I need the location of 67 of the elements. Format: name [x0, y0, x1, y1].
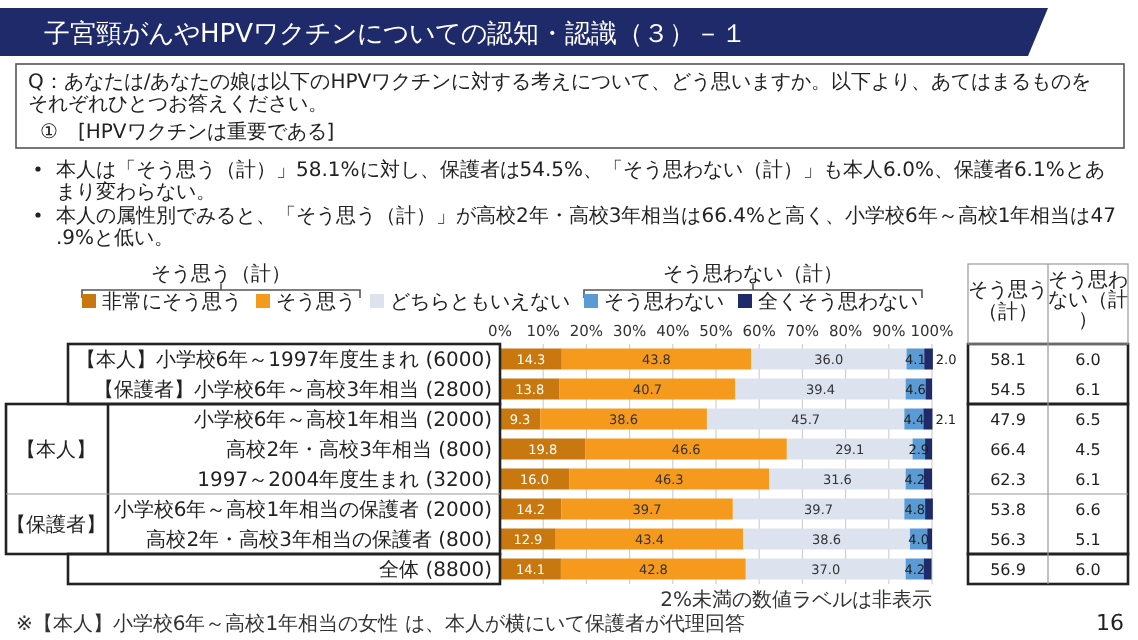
bar: [743, 528, 910, 550]
bar: [500, 558, 561, 580]
y-tick-label: 【本人】小学校6年～1997年度生まれ (6000): [75, 348, 493, 372]
bar: [560, 558, 746, 580]
text: 6.6: [1075, 501, 1101, 519]
text: 53.8: [990, 501, 1026, 519]
chart-subtitle: Q：あなたは/あなたの娘は以下のHPVワクチンに対する考えについて、どう思いますか。以下より、あてはまるものをそれぞれひとつお答えください。: [28, 70, 1092, 116]
text: 56.9: [990, 561, 1026, 579]
text: 4.5: [1075, 441, 1101, 459]
text: 6.1: [1075, 471, 1101, 489]
text: 56.3: [990, 531, 1026, 549]
text: 【本人】: [16, 438, 96, 462]
y-tick-label: 全体 (8800): [379, 558, 493, 582]
text: 58.1: [990, 351, 1026, 369]
text: そう思う（計）: [151, 262, 291, 286]
bar: [745, 558, 906, 580]
legend-label: 非常にそう思う: [102, 290, 242, 314]
text: 47.9: [990, 411, 1026, 429]
bar: [923, 558, 932, 580]
text: 5.1: [1075, 531, 1101, 549]
legend-label: そう思わない: [604, 292, 724, 314]
y-tick-label: 高校2年・高校3年相当の保護者 (800): [146, 528, 493, 552]
bar: [561, 498, 733, 520]
bar: [925, 498, 933, 520]
bar: [924, 348, 933, 370]
chart-title: 子宮頸がんやHPVワクチンについての認知・認識（３）－１: [44, 18, 748, 50]
bar: [555, 528, 744, 550]
bar: [540, 408, 707, 430]
text: 66.4: [990, 441, 1026, 459]
text: 本人は「そう思う（計）」58.1%に対し、保護者は54.5%、「そう思わない（計）」も本人6.0%、保護者6.1%とあまり変わらない。: [56, 158, 1105, 204]
text: そう思わない（計）: [663, 262, 843, 286]
y-tick-label: 小学校6年～高校1年相当 (2000): [193, 408, 493, 432]
bar: [786, 438, 913, 460]
y-tick-label: 【保護者】小学校6年～高校3年相当 (2800): [93, 378, 493, 402]
text: 【保護者】: [6, 513, 106, 537]
y-tick-label: 1997～2004年度生まれ (3200): [197, 468, 493, 492]
legend-label: 全くそう思わない: [758, 290, 918, 314]
text: 6.5: [1075, 411, 1101, 429]
text: 本人の属性別でみると、「そう思う（計）」が高校2年・高校3年相当は66.4%と高く、小学校6年～高校1年相当は47.9%と低い。: [56, 204, 1116, 250]
text: 6.0: [1075, 351, 1101, 369]
bar: [923, 408, 933, 430]
legend-label: そう思う: [276, 292, 356, 314]
bar: [750, 348, 907, 370]
text: そう思わない（計）: [1048, 270, 1128, 332]
text: 6.1: [1075, 381, 1101, 399]
y-tick-label: 高校2年・高校3年相当 (800): [226, 438, 493, 462]
text: 6.0: [1075, 561, 1101, 579]
text: ※【本人】小学校6年～高校1年相当の女性 は、本人が横にいて保護者が代理回答: [16, 612, 745, 636]
text: ① [HPVワクチンは重要である]: [40, 120, 335, 144]
bar: [585, 438, 787, 460]
text: そう思う（計）: [968, 280, 1048, 324]
text: 2%未満の数値ラベルは非表示: [660, 588, 932, 612]
text: 54.5: [990, 381, 1026, 399]
text: 16: [1096, 610, 1124, 636]
bar: [706, 408, 905, 430]
bar: [559, 378, 736, 400]
bar: [732, 498, 905, 520]
bar: [769, 468, 906, 490]
bar: [561, 348, 751, 370]
bar: [500, 438, 586, 460]
bar: [923, 468, 932, 490]
bar: [569, 468, 770, 490]
y-tick-label: 小学校6年～高校1年相当の保護者 (2000): [113, 498, 493, 522]
bar: [735, 378, 906, 400]
text: 62.3: [990, 471, 1026, 489]
legend-label: どちらともいえない: [390, 292, 570, 314]
bar: [925, 378, 932, 400]
